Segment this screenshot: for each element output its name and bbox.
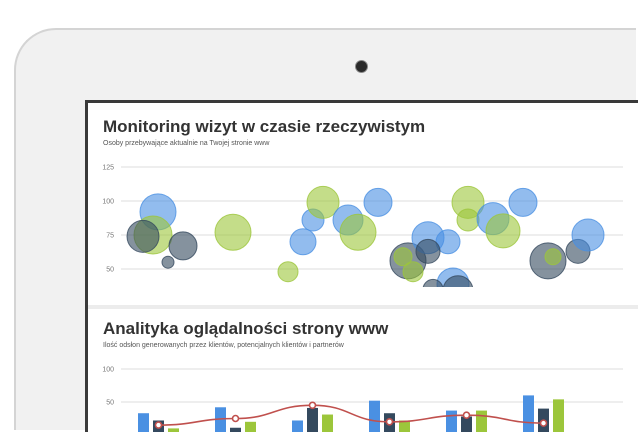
bar-green	[168, 428, 179, 432]
bar-blue	[446, 410, 457, 432]
bubble	[339, 213, 377, 251]
bubble	[168, 231, 198, 261]
bubble	[508, 187, 538, 217]
trend-point	[462, 411, 471, 420]
bubble	[571, 218, 605, 252]
bar-chart-subtitle: Ilość odsłon generowanych przez klientów…	[103, 342, 344, 349]
camera-icon	[355, 60, 368, 73]
bubble	[214, 213, 252, 251]
bar-green	[553, 399, 564, 432]
section-divider	[88, 305, 638, 309]
bubble	[126, 219, 160, 253]
bar-green	[245, 421, 256, 432]
bubble	[363, 187, 393, 217]
bubble-chart: 125 100 75 50	[102, 165, 623, 287]
bubble	[415, 238, 441, 264]
bubble	[161, 255, 175, 269]
bar-green	[322, 414, 333, 432]
bubble-chart-subtitle: Osoby przebywające aktualnie na Twojej s…	[103, 140, 270, 147]
trend-point	[308, 401, 317, 410]
y-tick-label: 50	[106, 400, 114, 407]
bar-blue	[138, 413, 149, 432]
bubble-chart-title: Monitoring wizyt w czasie rzeczywistym	[103, 117, 426, 136]
bubble	[544, 248, 562, 266]
trend-point	[385, 417, 394, 426]
bubble	[306, 185, 340, 219]
bubble	[393, 247, 413, 267]
bubble	[277, 261, 299, 283]
y-tick-label: 75	[106, 233, 114, 240]
bar-dark	[461, 416, 472, 432]
bar-chart: 100 50	[102, 367, 623, 432]
y-tick-label: 100	[102, 199, 114, 206]
bar-chart-title: Analityka oglądalności strony www	[103, 319, 389, 338]
trend-line	[158, 404, 544, 426]
bubble	[422, 278, 444, 287]
trend-point	[231, 414, 240, 423]
tablet-screen: Monitoring wizyt w czasie rzeczywistym O…	[85, 100, 638, 432]
bubble	[289, 228, 317, 256]
bar-blue	[369, 400, 380, 432]
bar-blue	[523, 395, 534, 432]
trend-point	[539, 419, 548, 427]
y-tick-label: 50	[106, 267, 114, 274]
bubbles	[126, 185, 605, 287]
bubble	[485, 213, 521, 249]
y-tick-label: 100	[102, 367, 114, 374]
y-tick-label: 125	[102, 165, 114, 172]
bar-dark	[307, 407, 318, 432]
bubble	[442, 275, 474, 287]
bar-green	[476, 410, 487, 432]
bubble	[456, 208, 480, 232]
bar-blue	[292, 420, 303, 432]
bar-green	[399, 420, 410, 432]
bar-dark	[230, 427, 241, 432]
trend-point	[154, 421, 163, 429]
bubble	[402, 261, 424, 283]
